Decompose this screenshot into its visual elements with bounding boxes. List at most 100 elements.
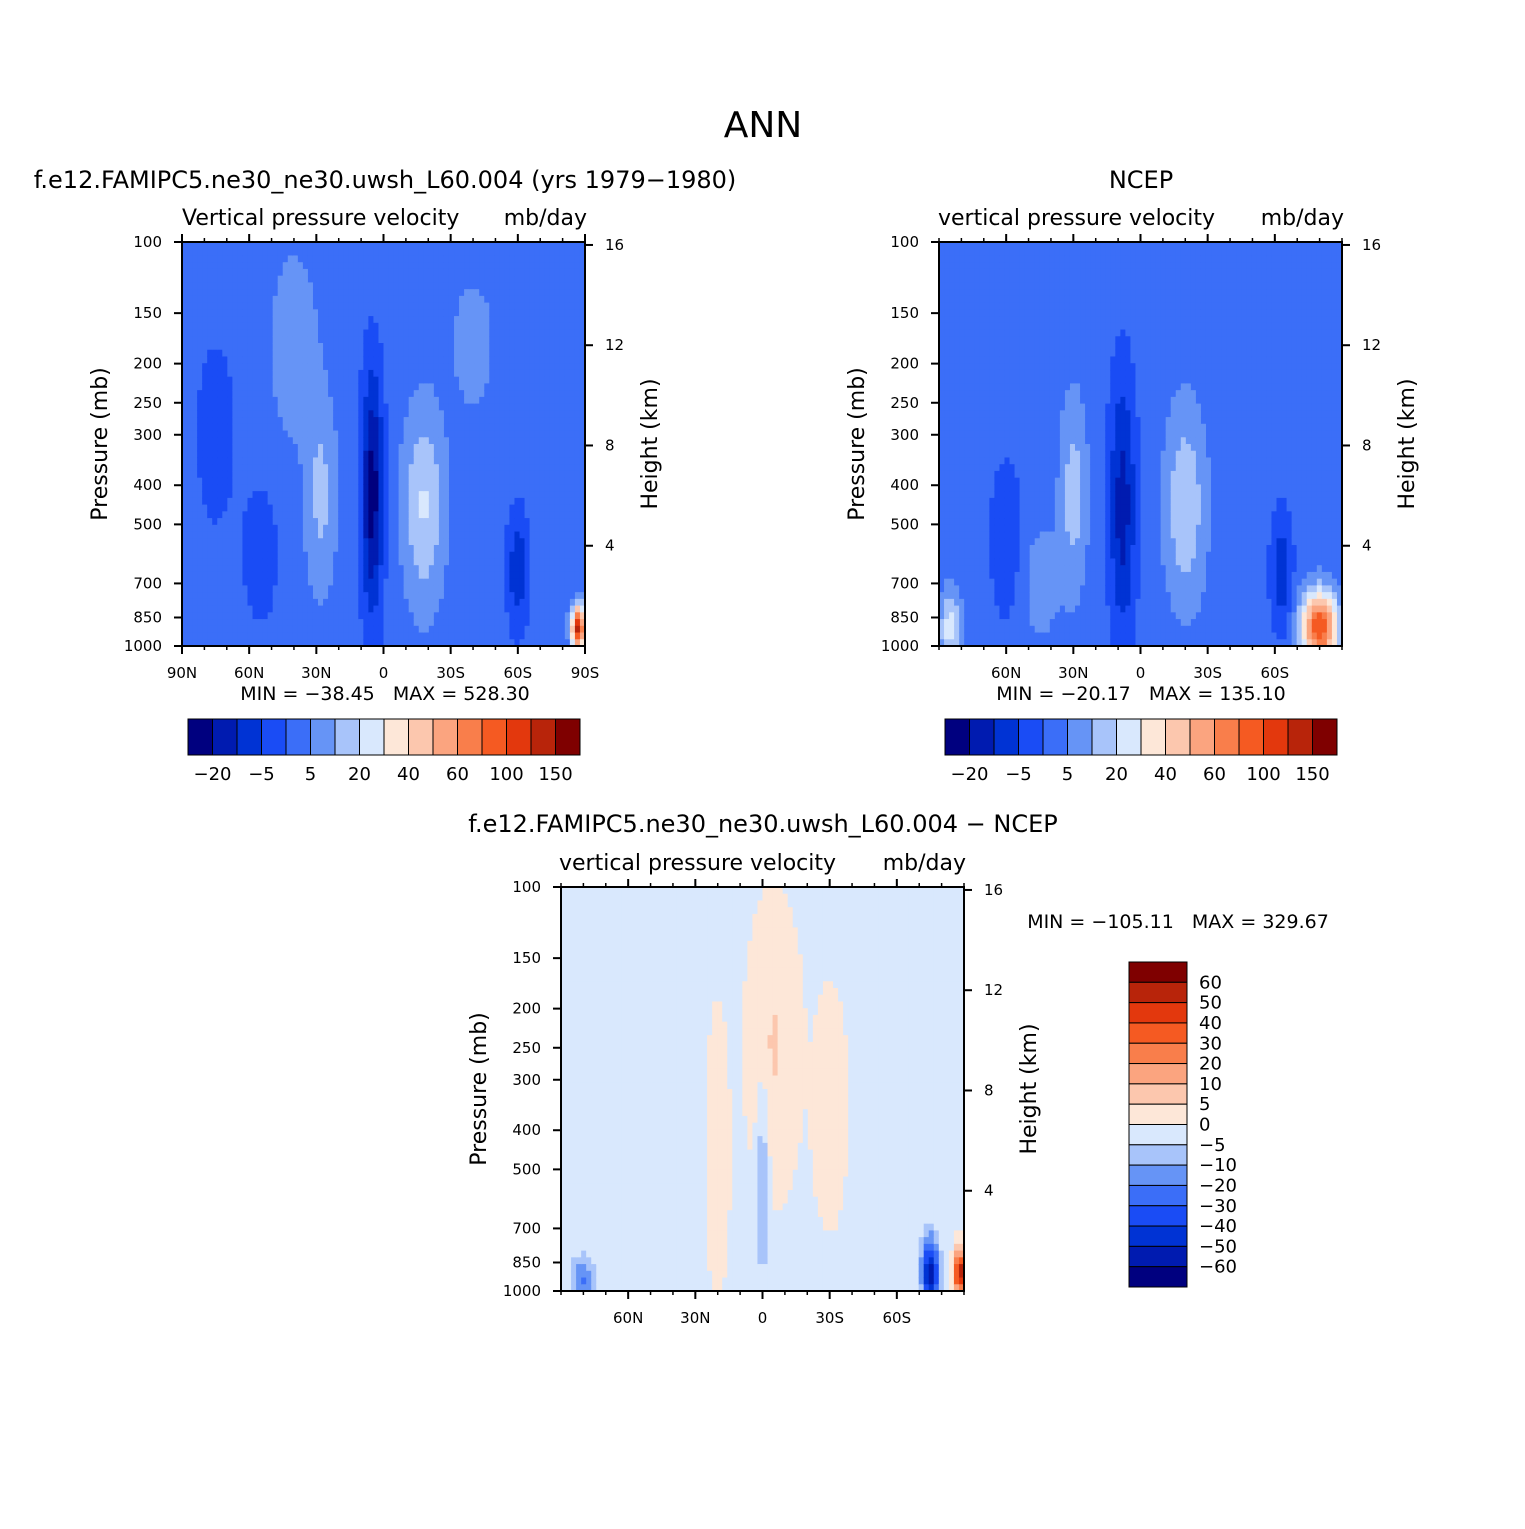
contour-cell <box>520 249 526 256</box>
contour-cell <box>550 377 556 384</box>
contour-cell <box>419 424 425 431</box>
contour-cell <box>192 249 198 256</box>
contour-cell <box>192 565 198 572</box>
contour-cell <box>499 316 505 323</box>
contour-cell <box>514 323 520 330</box>
contour-cell <box>530 471 536 478</box>
contour-cell <box>484 437 490 444</box>
contour-cell <box>509 289 515 296</box>
contour-cell <box>449 565 455 572</box>
contour-cell <box>419 585 425 592</box>
contour-cell <box>338 336 344 343</box>
contour-cell <box>222 525 228 532</box>
contour-cell <box>333 255 339 262</box>
contour-cell <box>363 417 369 424</box>
contour-cell <box>409 404 415 411</box>
contour-cell <box>439 532 445 539</box>
contour-cell <box>263 592 269 599</box>
contour-cell <box>363 370 369 377</box>
contour-cell <box>353 478 359 485</box>
contour-cell <box>570 484 576 491</box>
x-tick-label: 30N <box>301 664 331 682</box>
contour-cell <box>308 592 314 599</box>
contour-cell <box>353 242 359 249</box>
contour-cell <box>192 330 198 337</box>
contour-cell <box>288 282 294 289</box>
contour-cell <box>394 572 400 579</box>
contour-cell <box>394 431 400 438</box>
contour-cell <box>444 323 450 330</box>
contour-cell <box>283 505 289 512</box>
contour-cell <box>293 538 299 545</box>
contour-cell <box>394 424 400 431</box>
contour-cell <box>469 612 475 619</box>
contour-cell <box>419 282 425 289</box>
panel-model-ylabel: Pressure (mb) <box>88 367 113 521</box>
contour-cell <box>560 356 566 363</box>
contour-cell <box>202 431 208 438</box>
contour-cell <box>253 511 259 518</box>
contour-cell <box>545 552 551 559</box>
contour-cell <box>197 585 203 592</box>
contour-cell <box>439 343 445 350</box>
contour-cell <box>540 498 546 505</box>
contour-cell <box>575 558 581 565</box>
contour-cell <box>273 343 279 350</box>
contour-cell <box>353 330 359 337</box>
contour-cell <box>308 505 314 512</box>
contour-cell <box>227 585 233 592</box>
contour-cell <box>484 336 490 343</box>
contour-cell <box>288 242 294 249</box>
contour-cell <box>343 255 349 262</box>
contour-cell <box>525 431 531 438</box>
contour-cell <box>328 282 334 289</box>
contour-cell <box>389 606 395 613</box>
contour-cell <box>363 633 369 640</box>
contour-cell <box>288 296 294 303</box>
contour-cell <box>263 585 269 592</box>
contour-cell <box>474 370 480 377</box>
contour-cell <box>514 383 520 390</box>
contour-cell <box>469 538 475 545</box>
contour-cell <box>565 262 571 269</box>
contour-cell <box>449 545 455 552</box>
contour-cell <box>389 599 395 606</box>
y2-tick-label: 4 <box>605 537 615 555</box>
contour-cell <box>313 545 319 552</box>
contour-cell <box>237 612 243 619</box>
contour-cell <box>268 255 274 262</box>
contour-cell <box>258 309 264 316</box>
contour-cell <box>545 296 551 303</box>
contour-cell <box>449 383 455 390</box>
contour-cell <box>303 431 309 438</box>
contour-cell <box>227 491 233 498</box>
contour-cell <box>560 471 566 478</box>
contour-cell <box>404 599 410 606</box>
contour-cell <box>358 269 364 276</box>
contour-cell <box>464 538 470 545</box>
contour-cell <box>540 397 546 404</box>
contour-cell <box>192 552 198 559</box>
contour-cell <box>348 532 354 539</box>
contour-cell <box>555 484 561 491</box>
contour-cell <box>394 532 400 539</box>
contour-cell <box>570 633 576 640</box>
contour-cell <box>540 579 546 586</box>
contour-cell <box>419 612 425 619</box>
contour-cell <box>378 552 384 559</box>
contour-cell <box>363 383 369 390</box>
contour-cell <box>494 316 500 323</box>
contour-cell <box>404 417 410 424</box>
contour-cell <box>525 558 531 565</box>
contour-cell <box>217 437 223 444</box>
contour-cell <box>247 383 253 390</box>
contour-cell <box>318 484 324 491</box>
contour-cell <box>530 457 536 464</box>
contour-cell <box>338 370 344 377</box>
contour-cell <box>318 424 324 431</box>
contour-cell <box>474 437 480 444</box>
contour-cell <box>540 296 546 303</box>
contour-cell <box>469 417 475 424</box>
contour-cell <box>494 457 500 464</box>
contour-cell <box>565 612 571 619</box>
